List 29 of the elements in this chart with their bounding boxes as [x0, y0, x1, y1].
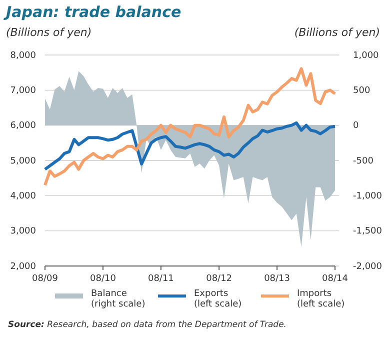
y-tick-label: 5,000: [10, 156, 36, 166]
y2-axis-title: (Billions of yen): [294, 26, 380, 39]
source-note: Source: Research, based on data from the Department of Trade.: [8, 320, 286, 330]
y-tick-label: 2,000: [10, 262, 36, 272]
y-tick-label: 8,000: [10, 50, 36, 61]
y-tick-label: 4,000: [10, 192, 36, 202]
y2-tick-label: -1,000: [353, 192, 382, 202]
y2-tick-label: 500: [353, 86, 370, 96]
x-tick-label: 08/09: [32, 274, 58, 284]
y-tick-label: 7,000: [10, 86, 36, 96]
x-tick-label: 08/14: [322, 274, 348, 284]
x-tick-label: 08/12: [206, 274, 232, 284]
x-tick-label: 08/11: [148, 274, 174, 284]
line-series: [44, 67, 336, 187]
y2-tick-label: -1,500: [353, 226, 382, 237]
y2-tick-label: -500: [353, 156, 374, 166]
legend-label: Exports (left scale): [194, 289, 242, 310]
y-tick-label: 6,000: [10, 121, 36, 132]
chart-title: Japan: trade balance: [3, 3, 182, 21]
x-tick-label: 08/13: [264, 274, 290, 284]
y2-tick-label: 1,000: [353, 50, 380, 61]
y2-tick-label: 0: [353, 121, 359, 132]
y2-tick-label: -2,000: [353, 262, 382, 272]
line-series: [44, 121, 336, 171]
legend-label: Imports (left scale): [297, 289, 345, 310]
legend-label: Balance (right scale): [91, 289, 146, 310]
x-tick-label: 08/10: [90, 274, 116, 284]
y-tick-label: 3,000: [10, 226, 36, 237]
y-axis-title: (Billions of yen): [6, 26, 92, 39]
